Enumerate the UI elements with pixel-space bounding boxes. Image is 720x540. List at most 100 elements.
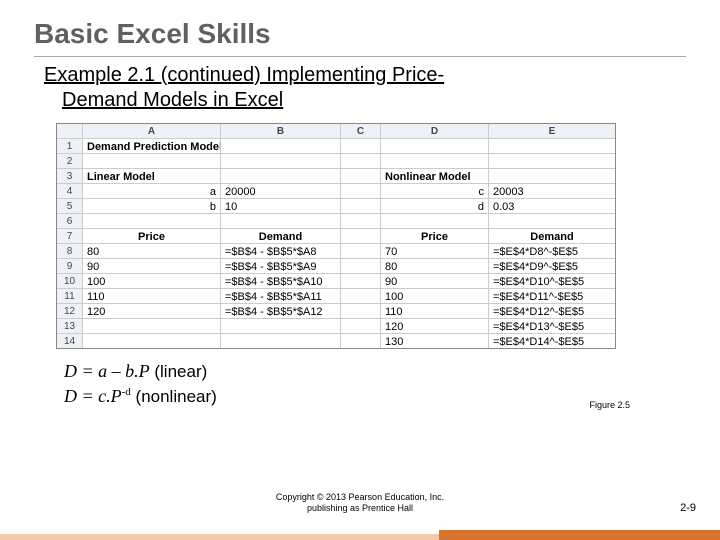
cell-d	[381, 139, 489, 153]
cell-b	[221, 319, 341, 333]
cell-b	[221, 169, 341, 183]
page-number: 2-9	[680, 502, 696, 514]
cell-a: 80	[83, 244, 221, 258]
cell-e: =$E$4*D9^-$E$5	[489, 259, 615, 273]
row-header: 9	[57, 259, 83, 273]
cell-a: b	[83, 199, 221, 213]
excel-column-headers: A B C D E	[57, 124, 615, 139]
row-header: 2	[57, 154, 83, 168]
col-header-d: D	[381, 124, 489, 138]
cell-e: =$E$4*D8^-$E$5	[489, 244, 615, 258]
excel-row: 4a20000c20003	[57, 184, 615, 199]
cell-b: =$B$4 - $B$5*$A9	[221, 259, 341, 273]
cell-c	[341, 274, 381, 288]
cell-a: 110	[83, 289, 221, 303]
excel-row: 880=$B$4 - $B$5*$A8 70=$E$4*D8^-$E$5	[57, 244, 615, 259]
col-header-e: E	[489, 124, 615, 138]
row-header: 4	[57, 184, 83, 198]
row-header: 3	[57, 169, 83, 183]
row-header: 13	[57, 319, 83, 333]
cell-a: 120	[83, 304, 221, 318]
cell-d: 70	[381, 244, 489, 258]
formula-linear: D = a – b.P (linear)	[64, 359, 720, 384]
excel-row: 12120=$B$4 - $B$5*$A12110=$E$4*D12^-$E$5	[57, 304, 615, 319]
excel-row: 14130=$E$4*D14^-$E$5	[57, 334, 615, 348]
excel-row: 7PriceDemandPriceDemand	[57, 229, 615, 244]
cell-c	[341, 169, 381, 183]
cell-e: =$E$4*D10^-$E$5	[489, 274, 615, 288]
row-header: 7	[57, 229, 83, 243]
subtitle-line2: Demand Models in Excel	[44, 89, 283, 111]
excel-row: 10100=$B$4 - $B$5*$A1090=$E$4*D10^-$E$5	[57, 274, 615, 289]
cell-d: d	[381, 199, 489, 213]
cell-b	[221, 154, 341, 168]
cell-c	[341, 319, 381, 333]
copyright: Copyright © 2013 Pearson Education, Inc.…	[0, 492, 720, 514]
cell-a: Linear Model	[83, 169, 221, 183]
cell-e: 0.03	[489, 199, 615, 213]
cell-b: Demand	[221, 229, 341, 243]
cell-b	[221, 139, 341, 153]
excel-row: 1Demand Prediction Models	[57, 139, 615, 154]
cell-a: Demand Prediction Models	[83, 139, 221, 153]
cell-b	[221, 214, 341, 228]
cell-e: =$E$4*D13^-$E$5	[489, 319, 615, 333]
row-header: 5	[57, 199, 83, 213]
slide-subtitle: Example 2.1 (continued) Implementing Pri…	[0, 57, 720, 113]
row-header: 12	[57, 304, 83, 318]
cell-d: 120	[381, 319, 489, 333]
cell-e	[489, 154, 615, 168]
cell-c	[341, 154, 381, 168]
cell-d	[381, 154, 489, 168]
cell-a	[83, 214, 221, 228]
cell-c	[341, 184, 381, 198]
row-header: 14	[57, 334, 83, 348]
cell-b: =$B$4 - $B$5*$A11	[221, 289, 341, 303]
row-header: 6	[57, 214, 83, 228]
cell-b: =$B$4 - $B$5*$A12	[221, 304, 341, 318]
row-header: 10	[57, 274, 83, 288]
excel-row: 2	[57, 154, 615, 169]
formula-linear-label: (linear)	[150, 362, 208, 381]
cell-c	[341, 214, 381, 228]
formula-nonlinear-lhs: D = c.P	[64, 386, 122, 406]
excel-row: 990=$B$4 - $B$5*$A9 80=$E$4*D9^-$E$5	[57, 259, 615, 274]
col-header-c: C	[341, 124, 381, 138]
accent-light	[0, 534, 439, 540]
cell-d: Price	[381, 229, 489, 243]
cell-a	[83, 319, 221, 333]
cell-d: c	[381, 184, 489, 198]
accent-dark	[439, 530, 720, 540]
cell-b: =$B$4 - $B$5*$A8	[221, 244, 341, 258]
cell-b: 20000	[221, 184, 341, 198]
cell-d: 80	[381, 259, 489, 273]
cell-c	[341, 334, 381, 348]
excel-corner	[57, 124, 83, 138]
cell-c	[341, 139, 381, 153]
row-header: 11	[57, 289, 83, 303]
subtitle-line1: Example 2.1 (continued) Implementing Pri…	[44, 64, 444, 86]
cell-e: Demand	[489, 229, 615, 243]
excel-row: 13 120=$E$4*D13^-$E$5	[57, 319, 615, 334]
formula-linear-lhs: D = a – b.P	[64, 361, 150, 381]
cell-b: 10	[221, 199, 341, 213]
cell-a	[83, 334, 221, 348]
excel-row: 3Linear Model Nonlinear Model	[57, 169, 615, 184]
cell-e	[489, 169, 615, 183]
figure-label: Figure 2.5	[589, 400, 630, 410]
cell-e	[489, 139, 615, 153]
cell-d: 90	[381, 274, 489, 288]
accent-bar	[0, 530, 720, 540]
cell-a: 100	[83, 274, 221, 288]
cell-a: 90	[83, 259, 221, 273]
excel-screenshot: A B C D E 1Demand Prediction Models23Lin…	[56, 123, 616, 349]
copyright-line2: publishing as Prentice Hall	[307, 503, 413, 513]
row-header: 8	[57, 244, 83, 258]
cell-e	[489, 214, 615, 228]
copyright-line1: Copyright © 2013 Pearson Education, Inc.	[276, 492, 444, 502]
cell-a: Price	[83, 229, 221, 243]
cell-c	[341, 199, 381, 213]
cell-a: a	[83, 184, 221, 198]
formula-nonlinear-exp: -d	[122, 386, 131, 398]
cell-d: Nonlinear Model	[381, 169, 489, 183]
